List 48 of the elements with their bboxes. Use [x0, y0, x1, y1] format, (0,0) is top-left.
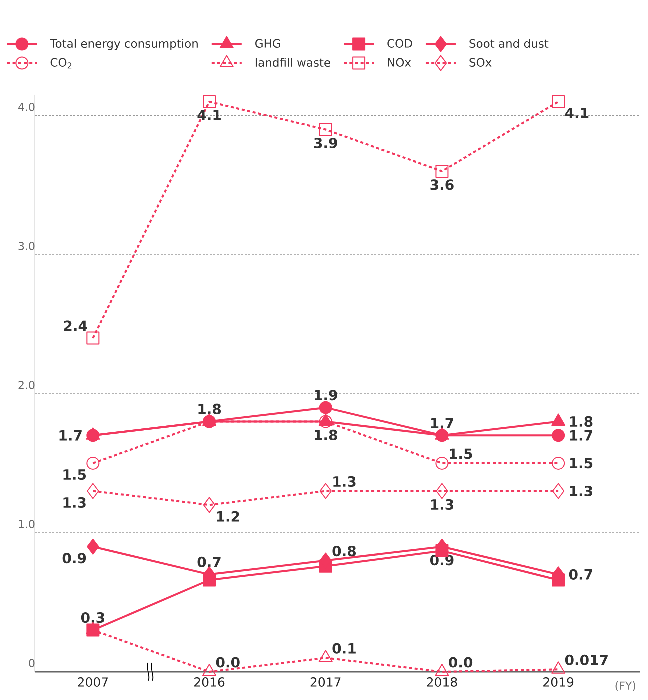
data-label: 0.1 [332, 643, 356, 654]
legend-label: COD [388, 39, 412, 48]
data-label: 2.4 [64, 320, 88, 332]
x-tick-label: 2007 [78, 678, 108, 687]
legend-label: landfill waste [256, 58, 330, 68]
data-label: 1.8 [198, 404, 222, 415]
data-label: 1.8 [315, 430, 338, 441]
data-label: 0.7 [198, 556, 221, 568]
data-label: 1.7 [431, 418, 454, 428]
y-tick-label: 3.0 [18, 242, 35, 250]
data-label: 1.7 [570, 430, 592, 441]
data-label: 0.0 [449, 657, 473, 668]
y-tick-label: 1.0 [19, 520, 35, 528]
data-label: 1.3 [431, 499, 454, 510]
data-label: 0.7 [569, 569, 592, 580]
data-label: 1.3 [64, 497, 86, 508]
data-label: 0.3 [81, 612, 104, 624]
legend-label: GHG [256, 39, 280, 48]
legend-label: Soot and dust [470, 39, 549, 48]
data-label: 1.5 [570, 458, 593, 469]
data-label: 1.2 [217, 511, 240, 522]
legend-label: NOx [388, 58, 412, 67]
data-label: 3.6 [430, 180, 454, 190]
data-label: 4.1 [565, 108, 589, 118]
data-label: 0.0 [216, 657, 240, 668]
data-label: 1.8 [570, 416, 593, 428]
data-label: 1.5 [450, 448, 472, 460]
x-tick-label: 2018 [427, 678, 458, 687]
y-tick-label: 0 [29, 659, 35, 668]
y-tick-label: 4.0 [18, 103, 35, 112]
data-label: 1.5 [64, 470, 86, 480]
data-label: 0.9 [62, 553, 86, 564]
legend-label: Total energy consumption [50, 39, 198, 50]
x-tick-label: 2016 [194, 678, 225, 687]
x-axis-title: (FY) [616, 682, 636, 692]
data-label: 1.7 [60, 430, 82, 441]
data-label: 1.3 [570, 486, 592, 497]
data-label: 0.8 [332, 546, 356, 557]
data-label: 4.1 [198, 110, 221, 120]
data-label: 1.9 [315, 390, 338, 401]
data-label: 3.9 [314, 138, 338, 149]
x-tick-label: 2017 [310, 678, 341, 687]
data-label: 0.017 [565, 654, 608, 666]
x-tick-label: 2019 [544, 678, 574, 687]
y-tick-label: 2.0 [18, 381, 35, 390]
legend-label: SOx [470, 58, 492, 67]
data-label: 1.3 [334, 476, 356, 488]
legend-label: CO$_{2}$ [50, 58, 72, 69]
